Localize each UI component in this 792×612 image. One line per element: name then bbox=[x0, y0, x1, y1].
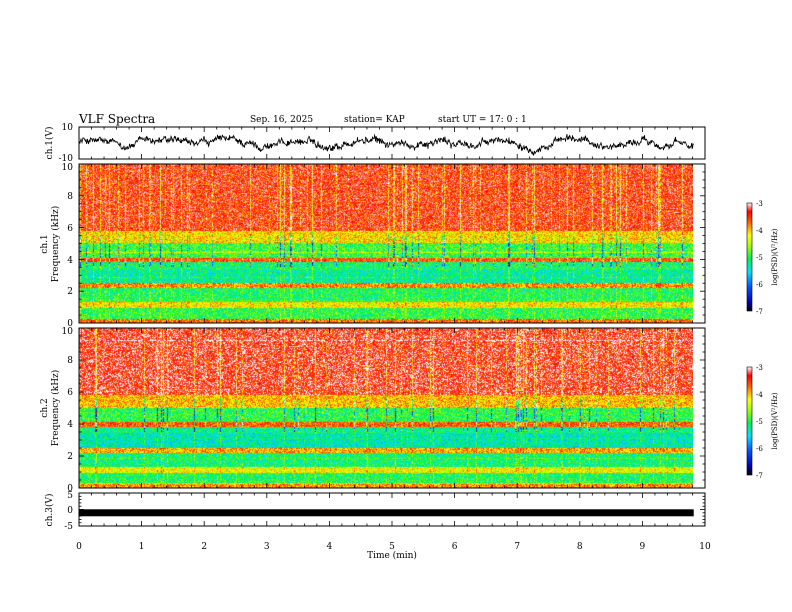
station-label: station= KAP bbox=[344, 115, 405, 125]
x-tick-label: 10 bbox=[699, 542, 711, 552]
x-tick-label: 9 bbox=[640, 542, 646, 552]
ch1-spec-ytick-10: 10 bbox=[62, 163, 74, 173]
ch3-ytick-mid: 0 bbox=[67, 506, 73, 516]
ch1-spectrogram-image bbox=[79, 164, 693, 323]
ch2-colorbar bbox=[746, 366, 753, 476]
ch2-spectrogram-panel: 0 2 4 6 8 10 ch.2 Frequency (kHz) -3 -4 … bbox=[40, 327, 779, 494]
x-tick-label: 4 bbox=[327, 542, 333, 552]
x-tick-label: 3 bbox=[264, 542, 270, 552]
ch2-colorbar-label: log(PSD)(V²/Hz) bbox=[771, 392, 779, 449]
ch2-spectrogram-ylabel-line1: ch.2 bbox=[40, 398, 50, 417]
ch1-waveform-ylabel: ch.1(V) bbox=[44, 127, 55, 160]
ch1-cb-tick-m3: -3 bbox=[756, 200, 763, 208]
ch2-cb-tick-m4: -4 bbox=[756, 391, 763, 399]
ch3-waveform-ylabel: ch.3(V) bbox=[44, 494, 55, 527]
ch2-spec-ytick-10: 10 bbox=[62, 327, 74, 337]
ch1-spec-ytick-6: 6 bbox=[67, 224, 73, 234]
ch2-cb-tick-m7: -7 bbox=[756, 472, 763, 480]
ch1-spectrogram-ylabel-line2: Frequency (kHz) bbox=[50, 206, 61, 283]
ch1-waveform-line bbox=[78, 133, 694, 156]
ch2-spec-ytick-4: 4 bbox=[67, 420, 73, 430]
ch1-cb-tick-m5: -5 bbox=[756, 254, 763, 262]
ch1-spectrogram-ticks bbox=[78, 163, 706, 324]
ch2-cb-tick-m5: -5 bbox=[756, 418, 763, 426]
x-axis-tick-labels: 0 1 2 3 4 5 6 7 8 9 10 bbox=[76, 542, 711, 552]
ch3-waveform-line bbox=[79, 509, 694, 517]
ch2-cb-tick-m6: -6 bbox=[756, 445, 763, 453]
ch3-waveform-ticks bbox=[78, 492, 706, 527]
ch3-ytick-bottom: -5 bbox=[64, 522, 73, 532]
ch1-cb-tick-m7: -7 bbox=[756, 308, 763, 316]
ch1-spec-ytick-4: 4 bbox=[67, 256, 73, 266]
ch2-spec-ytick-2: 2 bbox=[67, 452, 73, 462]
ch2-cb-tick-m3: -3 bbox=[756, 364, 763, 372]
x-tick-label: 2 bbox=[201, 542, 207, 552]
ch1-waveform-panel: 10 -10 ch.1(V) bbox=[44, 123, 706, 164]
ch3-ytick-top: 5 bbox=[67, 491, 73, 501]
ch2-spectrogram-image bbox=[79, 328, 693, 488]
x-tick-label: 8 bbox=[577, 542, 583, 552]
ch1-colorbar-label: log(PSD)(V²/Hz) bbox=[771, 228, 779, 285]
ch2-spec-ytick-0: 0 bbox=[67, 484, 73, 494]
x-tick-label: 7 bbox=[514, 542, 520, 552]
ch2-spectrogram-ylabel-line2: Frequency (kHz) bbox=[50, 370, 61, 447]
ch1-spec-ytick-2: 2 bbox=[67, 287, 73, 297]
ch2-spectrogram-ticks bbox=[78, 327, 706, 489]
ch2-spec-ytick-6: 6 bbox=[67, 388, 73, 398]
ch1-cb-tick-m6: -6 bbox=[756, 281, 763, 289]
ch1-spec-ytick-8: 8 bbox=[67, 192, 73, 202]
x-tick-label: 6 bbox=[452, 542, 458, 552]
ch1-spectrogram-panel: 0 2 4 6 8 10 ch.1 Frequency (kHz) -3 -4 … bbox=[40, 163, 779, 329]
x-tick-label: 1 bbox=[139, 542, 145, 552]
ch3-waveform-panel: 5 0 -5 ch.3(V) bbox=[44, 491, 706, 532]
x-tick-label: 5 bbox=[389, 542, 395, 552]
x-axis-label: Time (min) bbox=[367, 550, 417, 561]
ch1-spec-ytick-0: 0 bbox=[67, 319, 73, 329]
ch1-ytick-top: 10 bbox=[62, 123, 74, 133]
date-label: Sep. 16, 2025 bbox=[250, 115, 313, 125]
start-time-label: start UT = 17: 0 : 1 bbox=[438, 115, 527, 125]
ch1-cb-tick-m4: -4 bbox=[756, 227, 763, 235]
x-tick-label: 0 bbox=[76, 542, 82, 552]
figure-title: VLF Spectra bbox=[78, 112, 155, 126]
ch2-spec-ytick-8: 8 bbox=[67, 356, 73, 366]
ch1-ytick-bottom: -10 bbox=[59, 154, 74, 164]
ch1-spectrogram-ylabel-line1: ch.1 bbox=[40, 234, 50, 253]
ch1-waveform-ticks bbox=[78, 127, 706, 159]
ch1-colorbar bbox=[746, 202, 753, 312]
